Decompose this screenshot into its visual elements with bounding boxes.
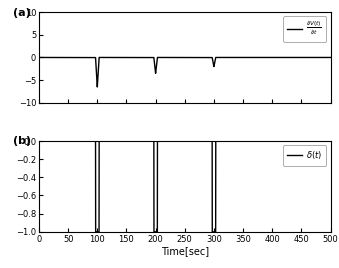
X-axis label: Time[sec]: Time[sec] bbox=[161, 246, 209, 256]
Text: (b): (b) bbox=[13, 136, 31, 147]
Text: (a): (a) bbox=[13, 8, 31, 17]
Legend: $\delta(t)$: $\delta(t)$ bbox=[283, 145, 326, 166]
Legend: $\frac{\partial V(t)}{\partial t}$: $\frac{\partial V(t)}{\partial t}$ bbox=[283, 16, 326, 42]
